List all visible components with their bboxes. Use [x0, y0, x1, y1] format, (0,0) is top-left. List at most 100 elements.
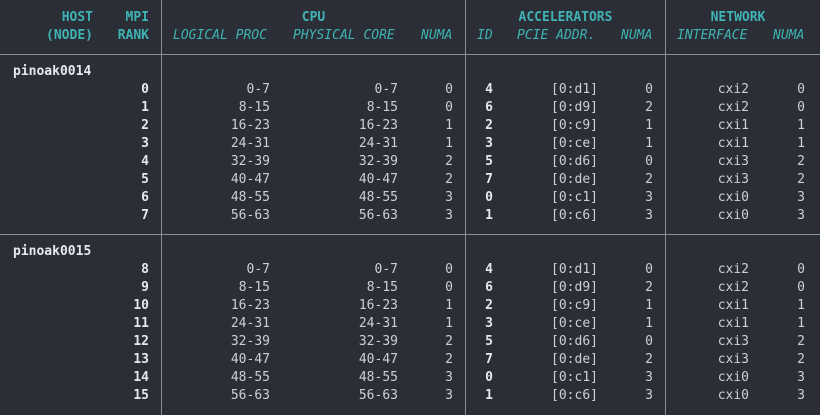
accelerator-numa: 2	[645, 352, 653, 367]
logical-proc: 16-23	[230, 118, 270, 133]
mpi-rank: 2	[141, 118, 149, 133]
table-row: 4 32-39 32-39 2 5 [0:d6] 0 cxi3 2	[0, 153, 820, 171]
subheader-acc-numa: NUMA	[621, 28, 653, 43]
pcie-addr: [0:c6]	[551, 388, 598, 403]
accelerator-numa: 3	[645, 190, 653, 205]
table-row: 5 40-47 40-47 2 7 [0:de] 2 cxi3 2	[0, 171, 820, 189]
node-host-row: pinoak0014	[0, 63, 820, 81]
accelerator-numa: 1	[645, 298, 653, 313]
network-interface: cxi2	[717, 82, 749, 97]
cpu-numa: 0	[445, 262, 453, 277]
logical-proc: 48-55	[230, 370, 270, 385]
pcie-addr: [0:d9]	[551, 100, 598, 115]
mpi-rank: 14	[133, 370, 149, 385]
physical-core: 32-39	[358, 334, 398, 349]
physical-core: 16-23	[358, 118, 398, 133]
accelerator-id: 1	[485, 388, 493, 403]
network-numa: 1	[797, 316, 805, 331]
table-row: 2 16-23 16-23 1 2 [0:c9] 1 cxi1 1	[0, 117, 820, 135]
network-interface: cxi1	[717, 118, 749, 133]
pcie-addr: [0:c6]	[551, 208, 598, 223]
header-host-sub: (NODE)	[46, 28, 93, 43]
physical-core: 40-47	[358, 172, 398, 187]
network-interface: cxi0	[717, 190, 749, 205]
accelerator-numa: 3	[645, 208, 653, 223]
pcie-addr: [0:c9]	[551, 118, 598, 133]
cpu-numa: 0	[445, 100, 453, 115]
pcie-addr: [0:de]	[551, 172, 598, 187]
accelerator-id: 4	[485, 262, 493, 277]
network-interface: cxi1	[717, 136, 749, 151]
pcie-addr: [0:de]	[551, 352, 598, 367]
header-cpu: CPU	[301, 10, 326, 25]
accelerator-id: 2	[485, 118, 493, 133]
pcie-addr: [0:ce]	[551, 136, 598, 151]
table-row: 10 16-23 16-23 1 2 [0:c9] 1 cxi1 1	[0, 297, 820, 315]
header-host: HOST	[61, 10, 93, 25]
pcie-addr: [0:d1]	[551, 262, 598, 277]
mpi-rank: 5	[141, 172, 149, 187]
cpu-numa: 0	[445, 82, 453, 97]
node-hostname: pinoak0014	[13, 64, 92, 79]
cpu-numa: 2	[445, 334, 453, 349]
network-numa: 0	[797, 82, 805, 97]
header-mpi: MPI	[125, 10, 149, 25]
network-numa: 0	[797, 280, 805, 295]
physical-core: 8-15	[366, 280, 398, 295]
cpu-numa: 1	[445, 316, 453, 331]
mpi-rank: 7	[141, 208, 149, 223]
physical-core: 8-15	[366, 100, 398, 115]
logical-proc: 40-47	[230, 352, 270, 367]
logical-proc: 0-7	[246, 82, 270, 97]
node-separator-rule	[0, 234, 820, 235]
cpu-numa: 1	[445, 118, 453, 133]
pcie-addr: [0:c1]	[551, 370, 598, 385]
pcie-addr: [0:d6]	[551, 154, 598, 169]
network-interface: cxi3	[717, 154, 749, 169]
logical-proc: 0-7	[246, 262, 270, 277]
logical-proc: 24-31	[230, 316, 270, 331]
network-numa: 3	[797, 190, 805, 205]
physical-core: 0-7	[374, 262, 398, 277]
logical-proc: 48-55	[230, 190, 270, 205]
table-row: 3 24-31 24-31 1 3 [0:ce] 1 cxi1 1	[0, 135, 820, 153]
accelerator-id: 0	[485, 370, 493, 385]
accelerator-numa: 0	[645, 154, 653, 169]
accelerator-numa: 1	[645, 316, 653, 331]
accelerator-numa: 0	[645, 262, 653, 277]
accelerator-id: 2	[485, 298, 493, 313]
node-hostname: pinoak0015	[13, 244, 92, 259]
physical-core: 32-39	[358, 154, 398, 169]
accelerator-numa: 2	[645, 100, 653, 115]
network-numa: 1	[797, 298, 805, 313]
header-row-1: HOST MPI CPU ACCELERATORS NETWORK	[0, 9, 820, 27]
table-row: 13 40-47 40-47 2 7 [0:de] 2 cxi3 2	[0, 351, 820, 369]
table-row: 1 8-15 8-15 0 6 [0:d9] 2 cxi2 0	[0, 99, 820, 117]
header-mpi-sub: RANK	[117, 28, 149, 43]
subheader-physical-core: PHYSICAL CORE	[293, 28, 395, 43]
network-interface: cxi2	[717, 262, 749, 277]
accelerator-id: 3	[485, 316, 493, 331]
pcie-addr: [0:d1]	[551, 82, 598, 97]
network-interface: cxi1	[717, 298, 749, 313]
network-numa: 3	[797, 370, 805, 385]
header-row-2: (NODE) RANK LOGICAL PROC PHYSICAL CORE N…	[0, 27, 820, 45]
subheader-net-numa: NUMA	[773, 28, 805, 43]
mpi-rank: 4	[141, 154, 149, 169]
column-separator	[161, 0, 162, 415]
logical-proc: 40-47	[230, 172, 270, 187]
accelerator-id: 3	[485, 136, 493, 151]
cpu-numa: 0	[445, 280, 453, 295]
subheader-logical-proc: LOGICAL PROC	[173, 28, 267, 43]
network-numa: 1	[797, 118, 805, 133]
table-row: 0 0-7 0-7 0 4 [0:d1] 0 cxi2 0	[0, 81, 820, 99]
physical-core: 56-63	[358, 388, 398, 403]
network-interface: cxi0	[717, 388, 749, 403]
mpi-rank: 8	[141, 262, 149, 277]
network-numa: 1	[797, 136, 805, 151]
header-network: NETWORK	[710, 10, 766, 25]
logical-proc: 16-23	[230, 298, 270, 313]
mpi-rank: 11	[133, 316, 149, 331]
logical-proc: 8-15	[238, 280, 270, 295]
accelerator-numa: 3	[645, 370, 653, 385]
